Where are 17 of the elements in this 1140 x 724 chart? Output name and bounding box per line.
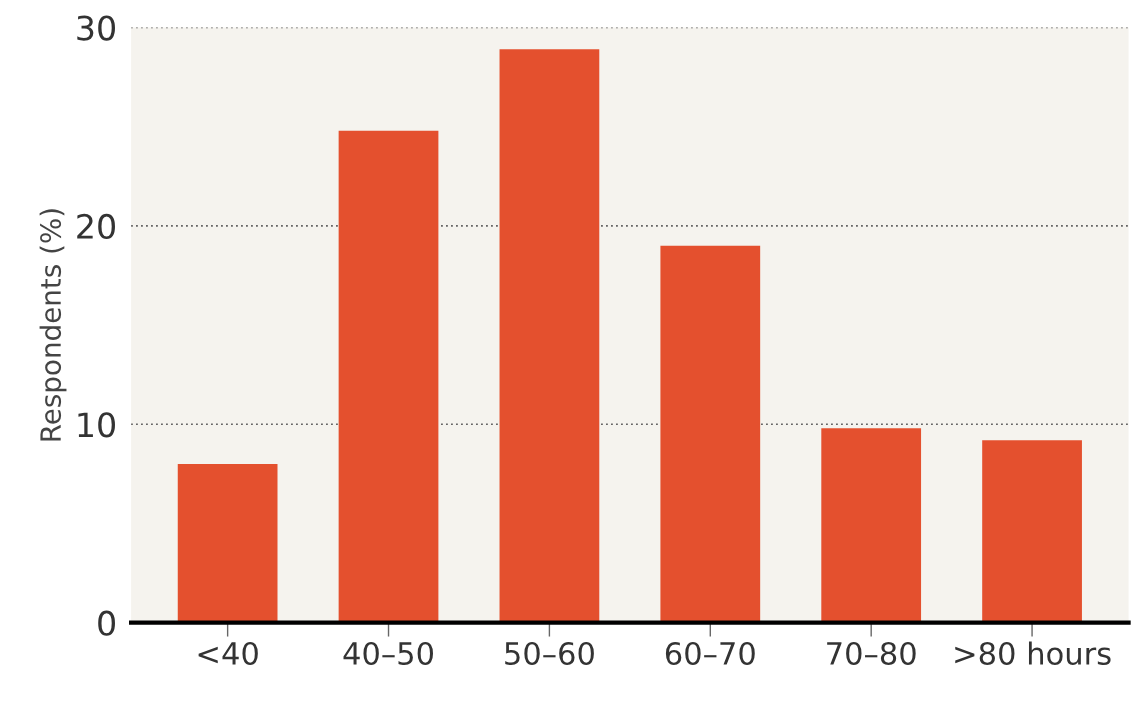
y-tick-label: 0 [98,610,115,636]
x-tick-label: 50–60 [505,641,594,666]
y-axis-title: Respondents (%) [39,209,67,441]
y-tick-label: 10 [78,412,115,438]
bar [338,130,439,623]
bar [177,463,278,623]
bar [660,245,761,623]
y-tick-label: 20 [77,213,115,240]
x-tick-label: 60–70 [665,641,755,666]
x-tick-label: 40–50 [343,641,434,666]
bar [821,428,922,623]
bar [499,49,600,623]
bar [982,440,1082,623]
x-tick-label: <40 [198,641,258,666]
x-tick-label: >80 hours [955,641,1111,666]
y-tick-label: 30 [77,15,115,41]
x-tick-label: 70–80 [827,641,916,666]
